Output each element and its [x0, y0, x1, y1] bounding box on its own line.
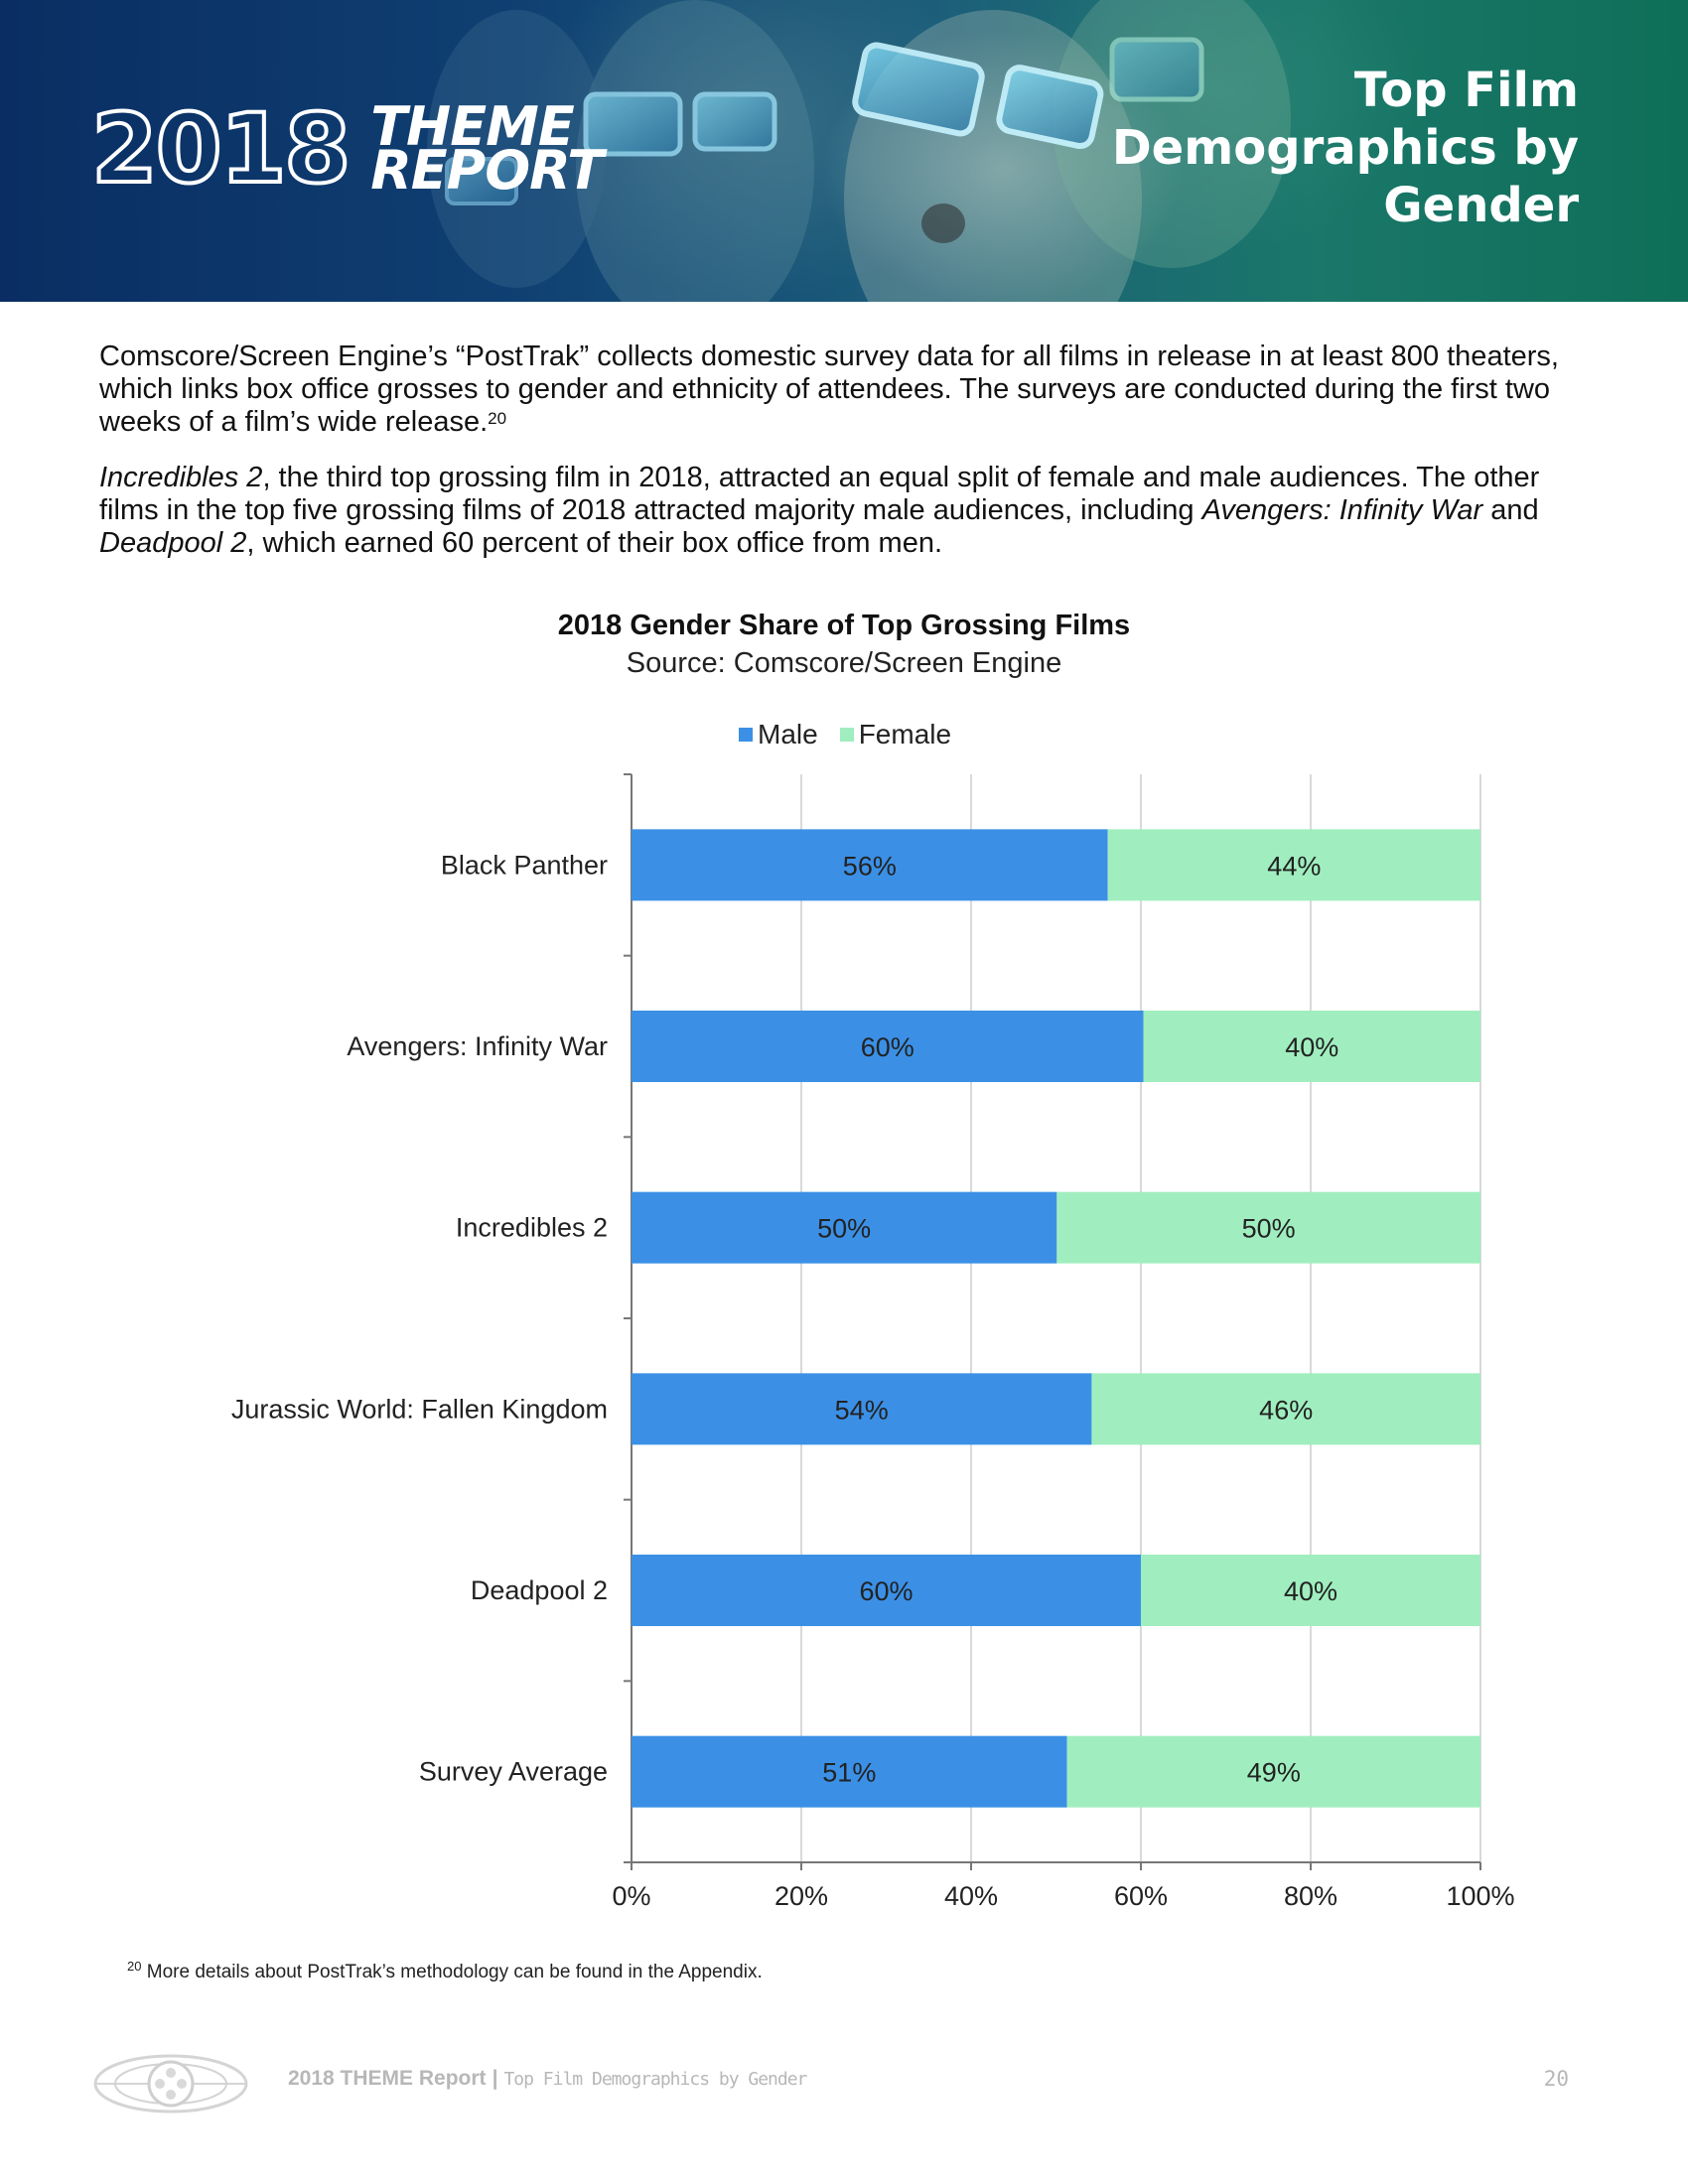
data-label: 54% [835, 1395, 889, 1425]
footnote-text: More details about PostTrak’s methodolog… [141, 1962, 763, 1982]
x-tick-label: 80% [1284, 1881, 1337, 1911]
data-label: 50% [1242, 1214, 1296, 1244]
film-title-avengers: Avengers: Infinity War [1201, 494, 1483, 526]
legend-label-male: Male [758, 719, 818, 750]
footnote: 20 More details about PostTrak’s methodo… [127, 1959, 763, 1983]
data-label: 40% [1285, 1032, 1338, 1062]
intro-paragraph: Comscore/Screen Engine’s “PostTrak” coll… [99, 341, 1589, 439]
x-tick-label: 0% [612, 1881, 650, 1911]
category-label: Deadpool 2 [471, 1575, 608, 1605]
footer-report-label: 2018 THEME Report | Top Film Demographics … [288, 2067, 807, 2091]
category-label: Jurassic World: Fallen Kingdom [231, 1394, 608, 1424]
footer-report-name: 2018 THEME Report [288, 2067, 487, 2090]
footer-separator: | [492, 2067, 498, 2090]
bar-male [632, 1555, 1141, 1626]
page-title: Top Film Demographics by Gender [1023, 62, 1579, 234]
theme-report-logo: 2018 THEME REPORT [89, 93, 604, 205]
footnote-number: 20 [127, 1959, 142, 1974]
legend-swatch-male [739, 728, 753, 742]
legend-item-male: Male [739, 719, 818, 751]
bar-male [632, 1191, 1057, 1264]
bar-male [632, 1011, 1144, 1082]
bar-female [1141, 1555, 1480, 1626]
chart-subtitle: Source: Comscore/Screen Engine [626, 647, 1062, 679]
page-title-line: Demographics by [1111, 120, 1579, 176]
x-tick-label: 20% [774, 1881, 828, 1911]
gender-share-chart: 0% 20% 40% 60% 80% 100% Black Panther 56% 44% Ave… [231, 773, 1515, 1911]
analysis-text-c: , which earned 60 percent of their box o… [246, 527, 943, 559]
legend-label-female: Female [858, 719, 952, 750]
film-title-deadpool: Deadpool 2 [99, 527, 247, 559]
data-label: 50% [817, 1214, 871, 1244]
footer-section-name: Top Film Demographics by Gender [503, 2069, 807, 2090]
analysis-text-b: and [1482, 494, 1539, 526]
category-label: Incredibles 2 [456, 1213, 608, 1243]
data-label: 44% [1267, 851, 1321, 881]
bar-female [1107, 829, 1480, 901]
legend-swatch-female [839, 728, 854, 742]
data-label: 46% [1259, 1395, 1313, 1425]
x-tick-label: 60% [1114, 1881, 1168, 1911]
x-tick-label: 100% [1446, 1881, 1514, 1911]
bar-female [1066, 1735, 1480, 1808]
data-label: 56% [843, 851, 897, 881]
footnote-ref[interactable]: 20 [488, 409, 507, 428]
category-label: Survey Average [419, 1757, 608, 1787]
data-label: 60% [861, 1032, 914, 1062]
bar-male [632, 1735, 1067, 1808]
intro-text: Comscore/Screen Engine’s “PostTrak” coll… [99, 341, 1559, 438]
logo-year: 2018 [89, 93, 352, 205]
banner-photo-3d-glasses [427, 0, 1291, 302]
legend-item-female: Female [839, 719, 952, 751]
bar-female [1143, 1011, 1480, 1082]
page-title-line: Top Film [1353, 63, 1579, 118]
bar-male [632, 829, 1108, 901]
bar-female [1056, 1191, 1480, 1264]
logo-word-report: REPORT [370, 139, 604, 202]
page-title-line: Gender [1383, 178, 1579, 233]
film-title-incredibles: Incredibles 2 [99, 462, 263, 493]
chart-legend: Male Female [739, 719, 973, 751]
chart-title: 2018 Gender Share of Top Grossing Films [557, 610, 1131, 641]
data-label: 60% [859, 1576, 913, 1606]
data-label: 49% [1247, 1758, 1301, 1788]
category-label: Black Panther [441, 850, 608, 880]
mpaa-film-reel-logo [93, 2054, 248, 2114]
header-banner: 2018 THEME REPORT Top Film Demographics … [0, 0, 1688, 302]
data-label: 51% [822, 1758, 876, 1788]
analysis-paragraph: Incredibles 2, the third top grossing fi… [99, 462, 1589, 560]
category-label: Avengers: Infinity War [347, 1031, 608, 1061]
x-tick-label: 40% [944, 1881, 998, 1911]
logo-words: THEME REPORT [370, 94, 604, 202]
page-number: 20 [1543, 2067, 1569, 2091]
bar-male [632, 1373, 1092, 1445]
data-label: 40% [1284, 1576, 1337, 1606]
bar-female [1091, 1373, 1480, 1445]
analysis-text-a: , the third top grossing film in 2018, a… [99, 462, 1540, 526]
logo-word-theme: THEME [370, 94, 575, 158]
